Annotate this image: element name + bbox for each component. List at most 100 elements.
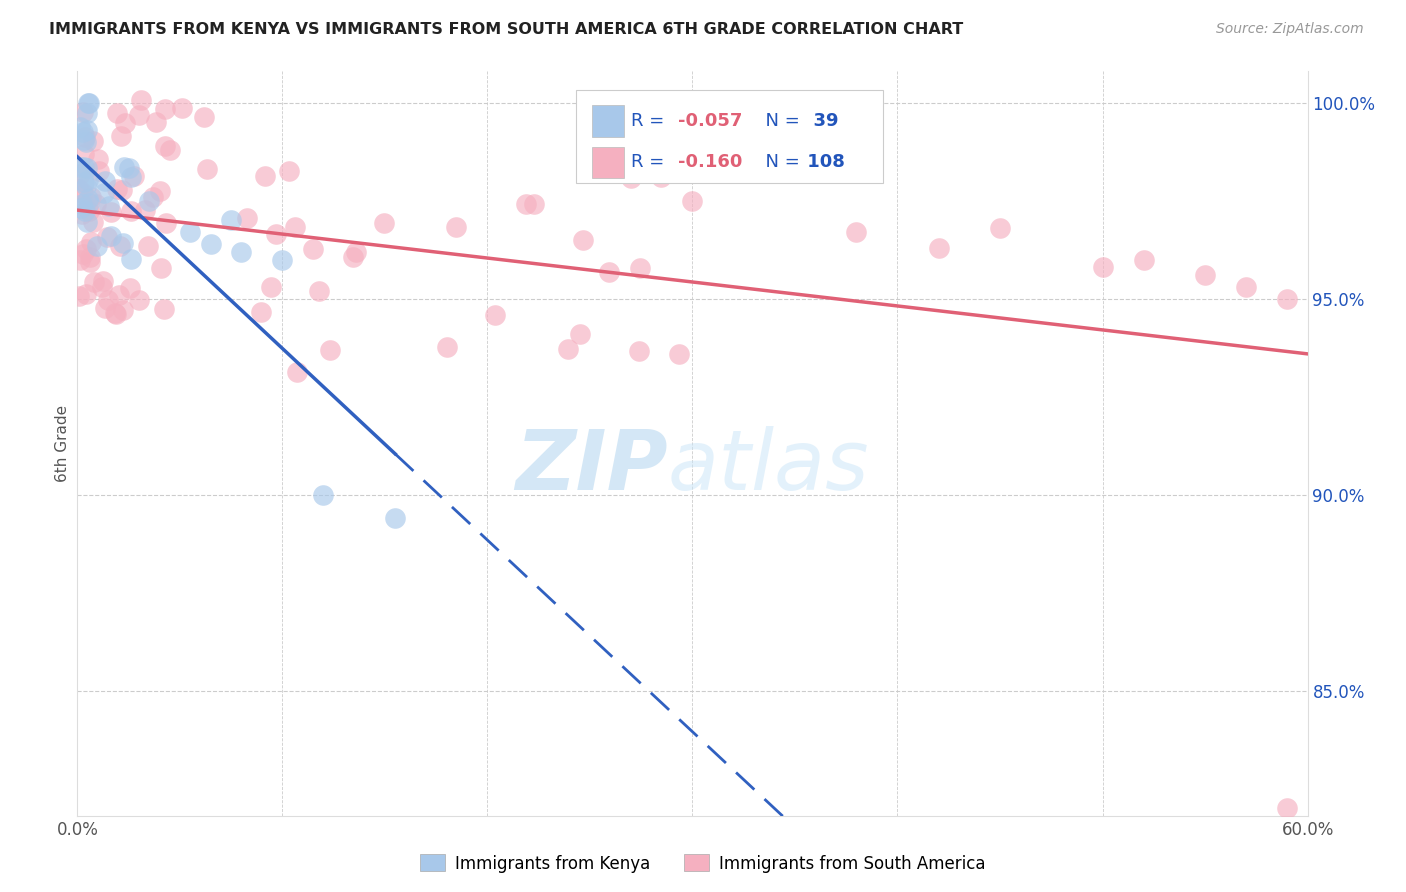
- Point: [100, 205, 122, 219]
- Point: [72, 186, 94, 200]
- Legend: Immigrants from Kenya, Immigrants from South America: Immigrants from Kenya, Immigrants from S…: [413, 847, 993, 880]
- Point: [264, 227, 287, 242]
- Point: [277, 164, 299, 178]
- Point: [75, 135, 97, 149]
- Point: [179, 225, 201, 239]
- Point: [77, 95, 100, 110]
- Text: atlas: atlas: [668, 425, 869, 507]
- Point: [73, 147, 96, 161]
- Point: [79, 255, 101, 269]
- Point: [73, 161, 96, 175]
- Point: [557, 342, 579, 356]
- Point: [94, 174, 117, 188]
- Point: [107, 287, 129, 301]
- Text: 108: 108: [801, 153, 845, 171]
- Point: [76, 105, 98, 120]
- Y-axis label: 6th Grade: 6th Grade: [55, 405, 70, 483]
- Point: [112, 303, 135, 318]
- Point: [136, 238, 159, 252]
- Point: [318, 343, 340, 358]
- Point: [236, 211, 259, 225]
- Point: [97, 198, 120, 212]
- Text: -0.160: -0.160: [678, 153, 742, 171]
- Point: [1275, 801, 1298, 815]
- Text: R =: R =: [631, 153, 669, 171]
- Point: [120, 169, 142, 184]
- Text: -0.057: -0.057: [678, 112, 742, 130]
- Point: [80, 235, 103, 250]
- Point: [76, 173, 98, 187]
- Point: [76, 123, 98, 137]
- Point: [231, 244, 253, 259]
- Point: [69, 160, 91, 174]
- Point: [145, 114, 167, 128]
- Point: [120, 204, 142, 219]
- Point: [87, 163, 110, 178]
- Point: [76, 192, 98, 206]
- Point: [312, 488, 335, 502]
- Point: [1132, 252, 1154, 267]
- Point: [384, 511, 406, 525]
- Point: [484, 309, 506, 323]
- Point: [150, 260, 173, 275]
- Point: [284, 220, 307, 235]
- Point: [254, 169, 277, 183]
- Point: [122, 169, 145, 183]
- Point: [87, 152, 110, 166]
- Point: [444, 220, 467, 235]
- Point: [90, 279, 112, 293]
- Point: [373, 216, 395, 230]
- Point: [928, 241, 950, 255]
- Point: [82, 134, 104, 148]
- Point: [1275, 292, 1298, 306]
- Point: [302, 242, 325, 256]
- Point: [96, 230, 118, 244]
- Point: [155, 102, 177, 116]
- Point: [153, 139, 176, 153]
- Point: [170, 101, 193, 115]
- Point: [79, 196, 101, 211]
- Point: [1234, 280, 1257, 294]
- Point: [69, 252, 91, 267]
- Point: [94, 301, 117, 316]
- Point: [91, 274, 114, 288]
- Point: [620, 170, 643, 185]
- Point: [195, 161, 218, 176]
- Point: [219, 213, 242, 227]
- Point: [80, 190, 103, 204]
- Point: [627, 343, 650, 358]
- Point: [83, 275, 105, 289]
- Point: [149, 184, 172, 198]
- Point: [69, 201, 91, 215]
- Point: [73, 133, 96, 147]
- Point: [128, 108, 150, 122]
- Point: [120, 280, 142, 294]
- Point: [79, 250, 101, 264]
- Point: [73, 175, 96, 189]
- Point: [84, 197, 107, 211]
- Point: [200, 236, 222, 251]
- Point: [159, 143, 181, 157]
- Point: [120, 252, 142, 266]
- Point: [67, 181, 90, 195]
- Point: [75, 242, 97, 256]
- Point: [73, 130, 96, 145]
- Point: [76, 215, 98, 229]
- Point: [523, 196, 546, 211]
- Point: [105, 106, 128, 120]
- Point: [69, 120, 91, 135]
- Point: [134, 202, 156, 217]
- Point: [1091, 260, 1114, 275]
- Point: [650, 170, 672, 185]
- Text: 39: 39: [801, 112, 838, 130]
- Text: N =: N =: [754, 112, 800, 130]
- Point: [308, 285, 330, 299]
- Text: Source: ZipAtlas.com: Source: ZipAtlas.com: [1216, 22, 1364, 37]
- Point: [155, 216, 177, 230]
- Point: [142, 189, 165, 203]
- Text: ZIP: ZIP: [515, 425, 668, 507]
- Text: N =: N =: [754, 153, 800, 171]
- Point: [111, 183, 134, 197]
- Point: [69, 167, 91, 181]
- FancyBboxPatch shape: [592, 105, 624, 136]
